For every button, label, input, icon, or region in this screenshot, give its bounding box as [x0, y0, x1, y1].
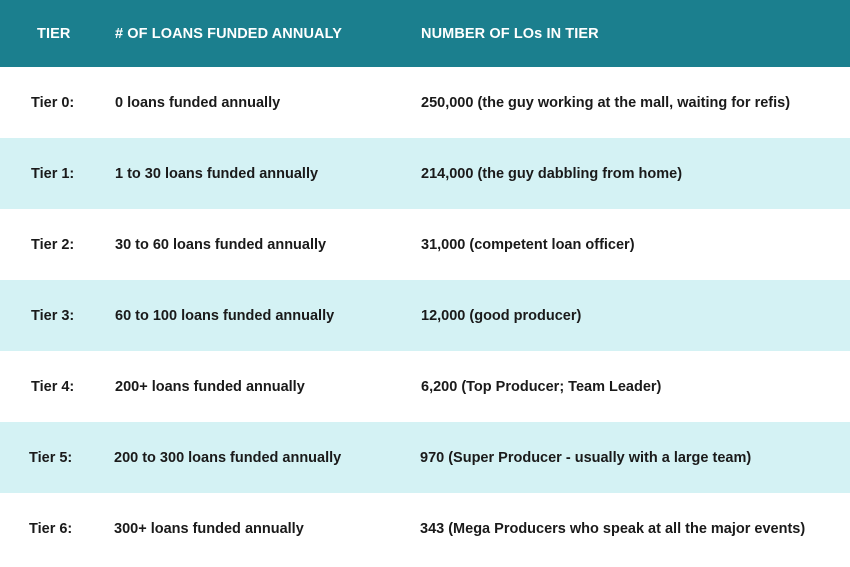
count-cell: 970 (Super Producer - usually with a lar… [420, 449, 752, 466]
count-cell: 6,200 (Top Producer; Team Leader) [421, 378, 662, 395]
table-row: Tier 6: 300+ loans funded annually 343 (… [0, 493, 850, 564]
header-loans-funded: # OF LOANS FUNDED ANNUALY [115, 25, 342, 42]
tier-cell: Tier 5: [29, 449, 73, 466]
loans-cell: 60 to 100 loans funded annually [115, 307, 335, 324]
table-row: Tier 5: 200 to 300 loans funded annually… [0, 422, 850, 493]
table-header-row: TIER # OF LOANS FUNDED ANNUALY NUMBER OF… [0, 0, 850, 67]
loans-cell: 300+ loans funded annually [114, 520, 304, 537]
loans-cell: 1 to 30 loans funded annually [115, 165, 319, 182]
count-cell: 250,000 (the guy working at the mall, wa… [421, 94, 791, 111]
tier-cell: Tier 3: [31, 307, 75, 324]
tier-cell: Tier 2: [31, 236, 75, 253]
table-row: Tier 4: 200+ loans funded annually 6,200… [0, 351, 850, 422]
count-cell: 343 (Mega Producers who speak at all the… [420, 520, 806, 537]
count-cell: 31,000 (competent loan officer) [421, 236, 635, 253]
count-cell: 214,000 (the guy dabbling from home) [421, 165, 683, 182]
loans-cell: 30 to 60 loans funded annually [115, 236, 327, 253]
header-tier: TIER [37, 25, 71, 42]
tier-cell: Tier 0: [31, 94, 75, 111]
loans-cell: 200 to 300 loans funded annually [114, 449, 342, 466]
tier-cell: Tier 4: [31, 378, 75, 395]
loans-cell: 0 loans funded annually [115, 94, 281, 111]
loans-cell: 200+ loans funded annually [115, 378, 305, 395]
table-row: Tier 0: 0 loans funded annually 250,000 … [0, 67, 850, 138]
header-number-of-los: NUMBER OF LOs IN TIER [421, 25, 599, 42]
table-row: Tier 1: 1 to 30 loans funded annually 21… [0, 138, 850, 209]
table-row: Tier 3: 60 to 100 loans funded annually … [0, 280, 850, 351]
tier-cell: Tier 1: [31, 165, 75, 182]
count-cell: 12,000 (good producer) [421, 307, 582, 324]
table-row: Tier 2: 30 to 60 loans funded annually 3… [0, 209, 850, 280]
tier-cell: Tier 6: [29, 520, 73, 537]
